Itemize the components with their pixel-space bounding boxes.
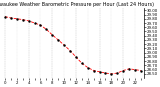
Title: Milwaukee Weather Barometric Pressure per Hour (Last 24 Hours): Milwaukee Weather Barometric Pressure pe… bbox=[0, 2, 154, 7]
